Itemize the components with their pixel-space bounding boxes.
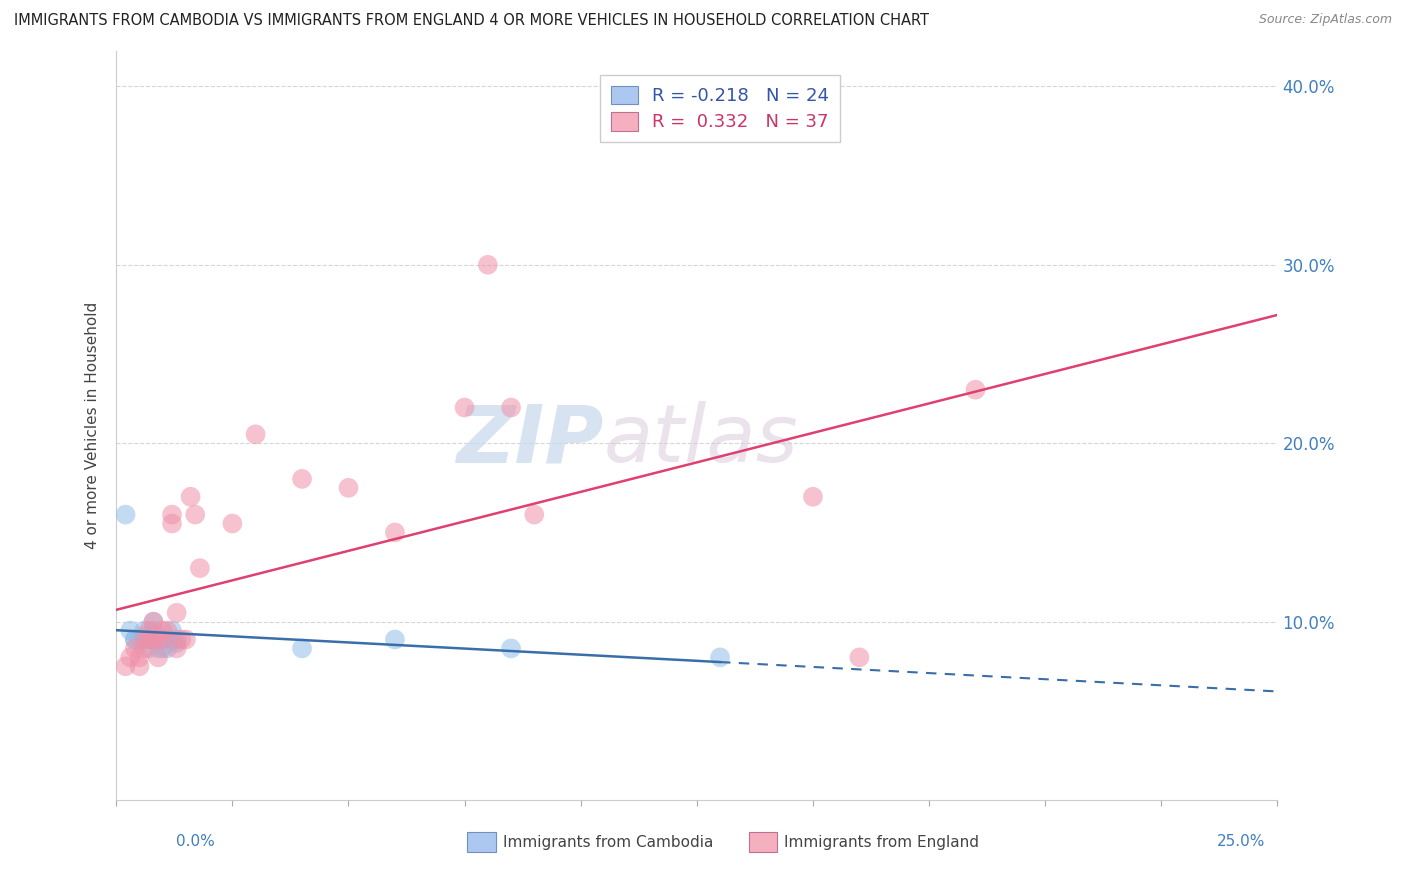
- Point: [180, 490, 202, 504]
- Point: [152, 641, 174, 656]
- Point: [134, 641, 156, 656]
- Text: atlas: atlas: [605, 401, 799, 479]
- Point: [128, 659, 150, 673]
- Text: IMMIGRANTS FROM CAMBODIA VS IMMIGRANTS FROM ENGLAND 4 OR MORE VEHICLES IN HOUSEH: IMMIGRANTS FROM CAMBODIA VS IMMIGRANTS F…: [14, 13, 929, 29]
- Point: [174, 632, 197, 647]
- Point: [146, 641, 169, 656]
- Point: [245, 427, 267, 442]
- Point: [499, 641, 522, 656]
- Point: [499, 401, 522, 415]
- Point: [142, 624, 165, 638]
- Point: [128, 632, 150, 647]
- Point: [152, 624, 174, 638]
- Point: [128, 650, 150, 665]
- Point: [146, 650, 169, 665]
- Text: Immigrants from Cambodia: Immigrants from Cambodia: [503, 835, 713, 849]
- Point: [384, 525, 406, 540]
- Text: 25.0%: 25.0%: [1218, 834, 1265, 849]
- Legend: R = -0.218   N = 24, R =  0.332   N = 37: R = -0.218 N = 24, R = 0.332 N = 37: [600, 75, 841, 143]
- Point: [188, 561, 211, 575]
- Point: [156, 641, 179, 656]
- Point: [166, 641, 188, 656]
- Point: [160, 632, 183, 647]
- Point: [142, 615, 165, 629]
- Point: [166, 606, 188, 620]
- Point: [114, 659, 136, 673]
- Text: Source: ZipAtlas.com: Source: ZipAtlas.com: [1258, 13, 1392, 27]
- Point: [138, 641, 160, 656]
- Point: [142, 632, 165, 647]
- Point: [114, 508, 136, 522]
- Point: [453, 401, 475, 415]
- Point: [221, 516, 243, 531]
- Point: [523, 508, 546, 522]
- Point: [160, 508, 183, 522]
- Point: [477, 258, 499, 272]
- Point: [134, 629, 156, 643]
- Point: [138, 632, 160, 647]
- Point: [848, 650, 870, 665]
- Point: [166, 636, 188, 650]
- Point: [291, 472, 314, 486]
- Point: [134, 624, 156, 638]
- Point: [160, 516, 183, 531]
- Point: [124, 632, 146, 647]
- Point: [384, 632, 406, 647]
- Point: [120, 650, 142, 665]
- Point: [138, 624, 160, 638]
- Point: [291, 641, 314, 656]
- Point: [120, 624, 142, 638]
- Point: [146, 632, 169, 647]
- Point: [160, 624, 183, 638]
- Point: [166, 632, 188, 647]
- Text: Immigrants from England: Immigrants from England: [785, 835, 979, 849]
- Point: [152, 632, 174, 647]
- Point: [337, 481, 360, 495]
- Point: [134, 632, 156, 647]
- Point: [124, 641, 146, 656]
- Point: [152, 632, 174, 647]
- Point: [801, 490, 824, 504]
- Point: [170, 632, 193, 647]
- Text: 0.0%: 0.0%: [176, 834, 215, 849]
- Point: [184, 508, 207, 522]
- Point: [124, 632, 146, 647]
- Point: [709, 650, 731, 665]
- Point: [965, 383, 987, 397]
- Point: [142, 615, 165, 629]
- Point: [156, 624, 179, 638]
- Y-axis label: 4 or more Vehicles in Household: 4 or more Vehicles in Household: [86, 301, 100, 549]
- Point: [146, 632, 169, 647]
- Text: ZIP: ZIP: [457, 401, 605, 479]
- Point: [138, 632, 160, 647]
